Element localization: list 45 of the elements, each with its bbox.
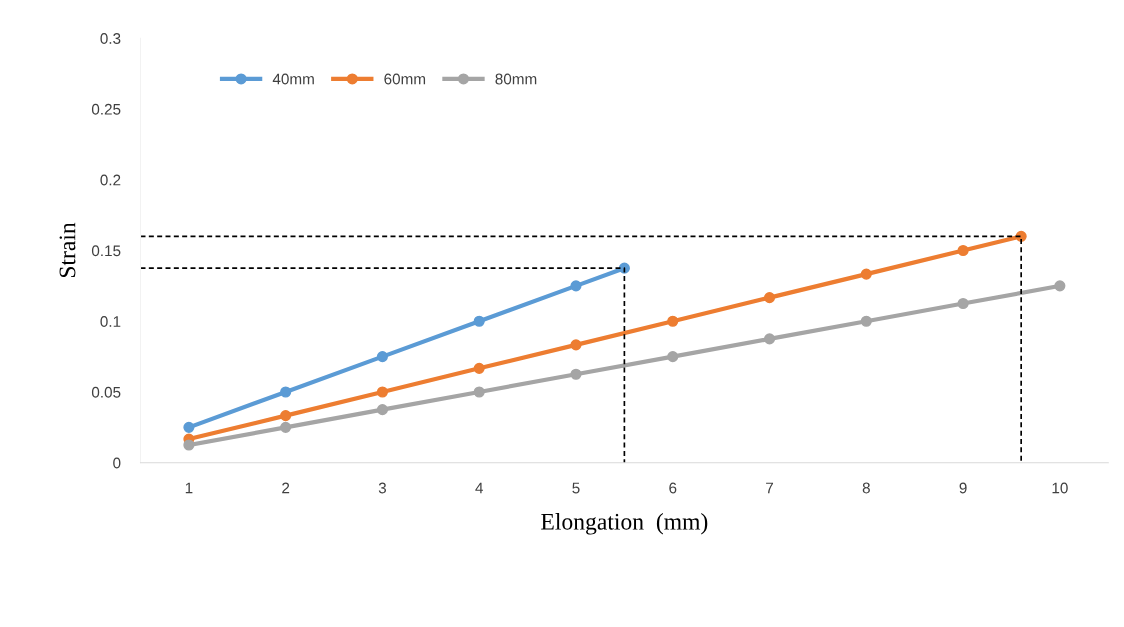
x-axis-title: Elongation (mm) [541,513,708,535]
x-tick-label: 7 [766,482,774,494]
point [376,386,388,398]
x-tick-label: 10 [1052,482,1068,494]
point [957,297,969,310]
x-tick-label: 1 [185,482,193,494]
x-tick-label: 6 [669,482,677,494]
y-tick-label: 0.15 [91,245,121,257]
point [763,333,776,345]
y-tick-label: 0 [113,457,121,469]
point [280,386,292,398]
x-tick-label: 9 [959,482,967,494]
legend-label: 80mm [495,73,537,85]
point [183,439,195,451]
point [376,351,388,363]
point [763,292,776,304]
point [376,404,388,416]
x-tick-label: 8 [862,482,870,494]
point [957,244,969,257]
point [473,362,485,374]
point [280,421,292,433]
x-tick-label: 5 [572,482,580,494]
point [667,315,679,327]
point [183,421,195,433]
x-tick-label: 4 [475,482,484,494]
point [860,268,872,280]
point [1054,280,1066,292]
y-axis-title: Strain [59,222,76,278]
point [280,410,292,422]
point [860,315,872,327]
x-tick-label: 3 [378,482,387,494]
x-tick-label: 2 [282,482,290,494]
y-tick-label: 0.25 [91,103,121,115]
point [570,280,582,292]
legend-label: 40mm [272,73,314,85]
point [473,315,485,327]
y-tick-label: 0.3 [100,33,121,44]
y-tick-label: 0.1 [100,316,121,327]
legend-label: 60mm [384,73,426,85]
point [570,368,582,380]
point [473,386,485,398]
y-tick-label: 0.2 [100,174,121,186]
point [667,351,679,363]
point [570,339,582,351]
y-tick-label: 0.05 [91,386,121,398]
